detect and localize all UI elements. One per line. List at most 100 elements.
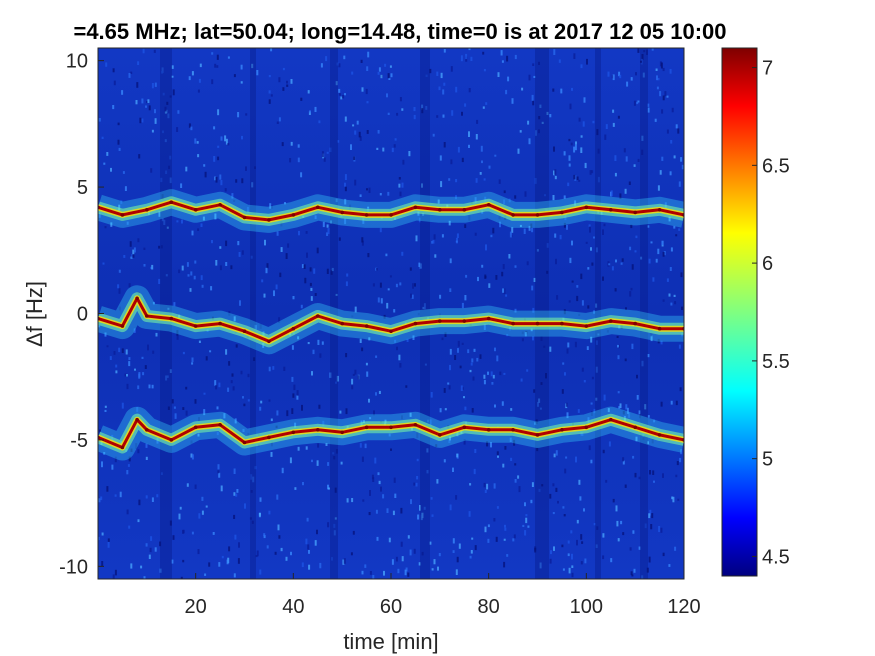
- series-3-point: [291, 430, 296, 435]
- series-2-point: [462, 319, 467, 323]
- series-1-point: [389, 213, 393, 217]
- series-1-point: [291, 213, 296, 217]
- series-2-point: [169, 316, 174, 321]
- chart-title: =4.65 MHz; lat=50.04; long=14.48, time=0…: [73, 19, 726, 44]
- series-2-point: [657, 326, 662, 331]
- x-tick-label: 100: [570, 596, 603, 618]
- series-2-point: [340, 321, 345, 326]
- series-3-point: [316, 428, 320, 432]
- series-2-point: [135, 296, 139, 301]
- heatmap-plot-area: [97, 47, 685, 580]
- series-2-line: [98, 296, 684, 343]
- series-3-point: [511, 428, 515, 432]
- series-1-point: [535, 213, 540, 217]
- series-3-point: [389, 425, 393, 430]
- series-1-point: [584, 205, 589, 210]
- series-2-point: [584, 324, 589, 328]
- series-2-point: [364, 324, 369, 328]
- colorbar: 7 6.5 6 5.5 5 4.5: [721, 47, 790, 577]
- y-tick-label: 10: [66, 51, 88, 73]
- series-3-point: [135, 417, 139, 422]
- y-tick-label: -10: [59, 556, 88, 578]
- x-axis: 20 40 60 80 100 120: [185, 573, 701, 618]
- series-1-point: [413, 205, 418, 210]
- series-1-point: [560, 210, 564, 215]
- series-1-point: [267, 218, 271, 222]
- series-2-point: [267, 339, 271, 344]
- series-3-point: [364, 425, 369, 430]
- x-tick-label: 60: [380, 596, 402, 618]
- series-3-point: [145, 428, 149, 432]
- series-2-point: [486, 316, 491, 321]
- series-3-point: [657, 433, 662, 437]
- series-1-point: [242, 215, 247, 220]
- colorbar-ticks: 7 6.5 6 5.5 5 4.5: [752, 58, 790, 568]
- y-axis-label: Δf [Hz]: [22, 281, 47, 347]
- series-1-point: [486, 203, 491, 207]
- series-1-point: [193, 208, 198, 212]
- series-3-point: [584, 425, 589, 430]
- series-1-point: [316, 205, 320, 210]
- series-2-point: [145, 314, 149, 318]
- series-2-point: [535, 321, 540, 326]
- series-1-point: [169, 200, 174, 204]
- series-1-point: [218, 203, 222, 207]
- series-2-point: [609, 319, 613, 323]
- series-1-point: [145, 208, 149, 212]
- series-3-point: [560, 428, 564, 432]
- colorbar-gradient: [721, 47, 758, 577]
- series-3-point: [193, 425, 198, 430]
- series-layer: [98, 189, 684, 461]
- series-3-point: [535, 433, 540, 437]
- colorbar-tick-label: 6.5: [762, 155, 790, 177]
- x-tick-label: 20: [185, 596, 207, 618]
- x-tick-label: 40: [282, 596, 304, 618]
- series-3-point: [462, 425, 467, 430]
- y-tick-label: 0: [77, 304, 88, 326]
- series-3-line: [98, 418, 684, 449]
- series-3-point: [633, 425, 637, 430]
- series-2-point: [193, 324, 198, 328]
- series-1-point: [438, 208, 442, 212]
- noise-texture: [98, 48, 684, 579]
- series-1-point: [633, 210, 637, 215]
- series-2-point: [413, 321, 418, 326]
- series-3-point: [267, 435, 271, 440]
- colorbar-tick-label: 7: [762, 58, 773, 80]
- series-1-point: [657, 208, 662, 212]
- series-2-point: [218, 321, 222, 326]
- series-2-point: [438, 319, 442, 323]
- y-axis: 10 5 0 -5 -10: [59, 51, 104, 578]
- y-tick-label: -5: [70, 430, 88, 452]
- series-2-point: [389, 329, 393, 334]
- series-1-point: [120, 213, 125, 217]
- series-3-point: [486, 428, 491, 432]
- x-tick-label: 80: [478, 596, 500, 618]
- series-3-point: [218, 423, 222, 427]
- series-2-point: [560, 321, 564, 326]
- y-tick-label: 5: [77, 177, 88, 199]
- series-3-point: [169, 438, 174, 442]
- colorbar-tick-label: 6: [762, 253, 773, 275]
- x-tick-label: 120: [667, 596, 700, 618]
- series-3-point: [120, 445, 125, 450]
- series-3-point: [609, 417, 613, 422]
- series-2-point: [511, 321, 515, 326]
- series-3-point: [340, 430, 345, 435]
- series-3-point: [242, 440, 247, 445]
- plot-background: [98, 48, 684, 579]
- series-1-point: [462, 208, 467, 212]
- series-3-point: [413, 423, 418, 427]
- series-2-point: [633, 321, 637, 326]
- series-2-point: [120, 324, 125, 328]
- colorbar-tick-label: 4.5: [762, 546, 790, 568]
- colorbar-tick-label: 5.5: [762, 351, 790, 373]
- series-1-point: [609, 208, 613, 212]
- series-1-point: [364, 213, 369, 217]
- series-2-point: [316, 314, 320, 318]
- x-axis-label: time [min]: [343, 629, 438, 654]
- series-2-point: [242, 329, 247, 334]
- series-2-point: [291, 326, 296, 331]
- series-1-point: [340, 210, 345, 215]
